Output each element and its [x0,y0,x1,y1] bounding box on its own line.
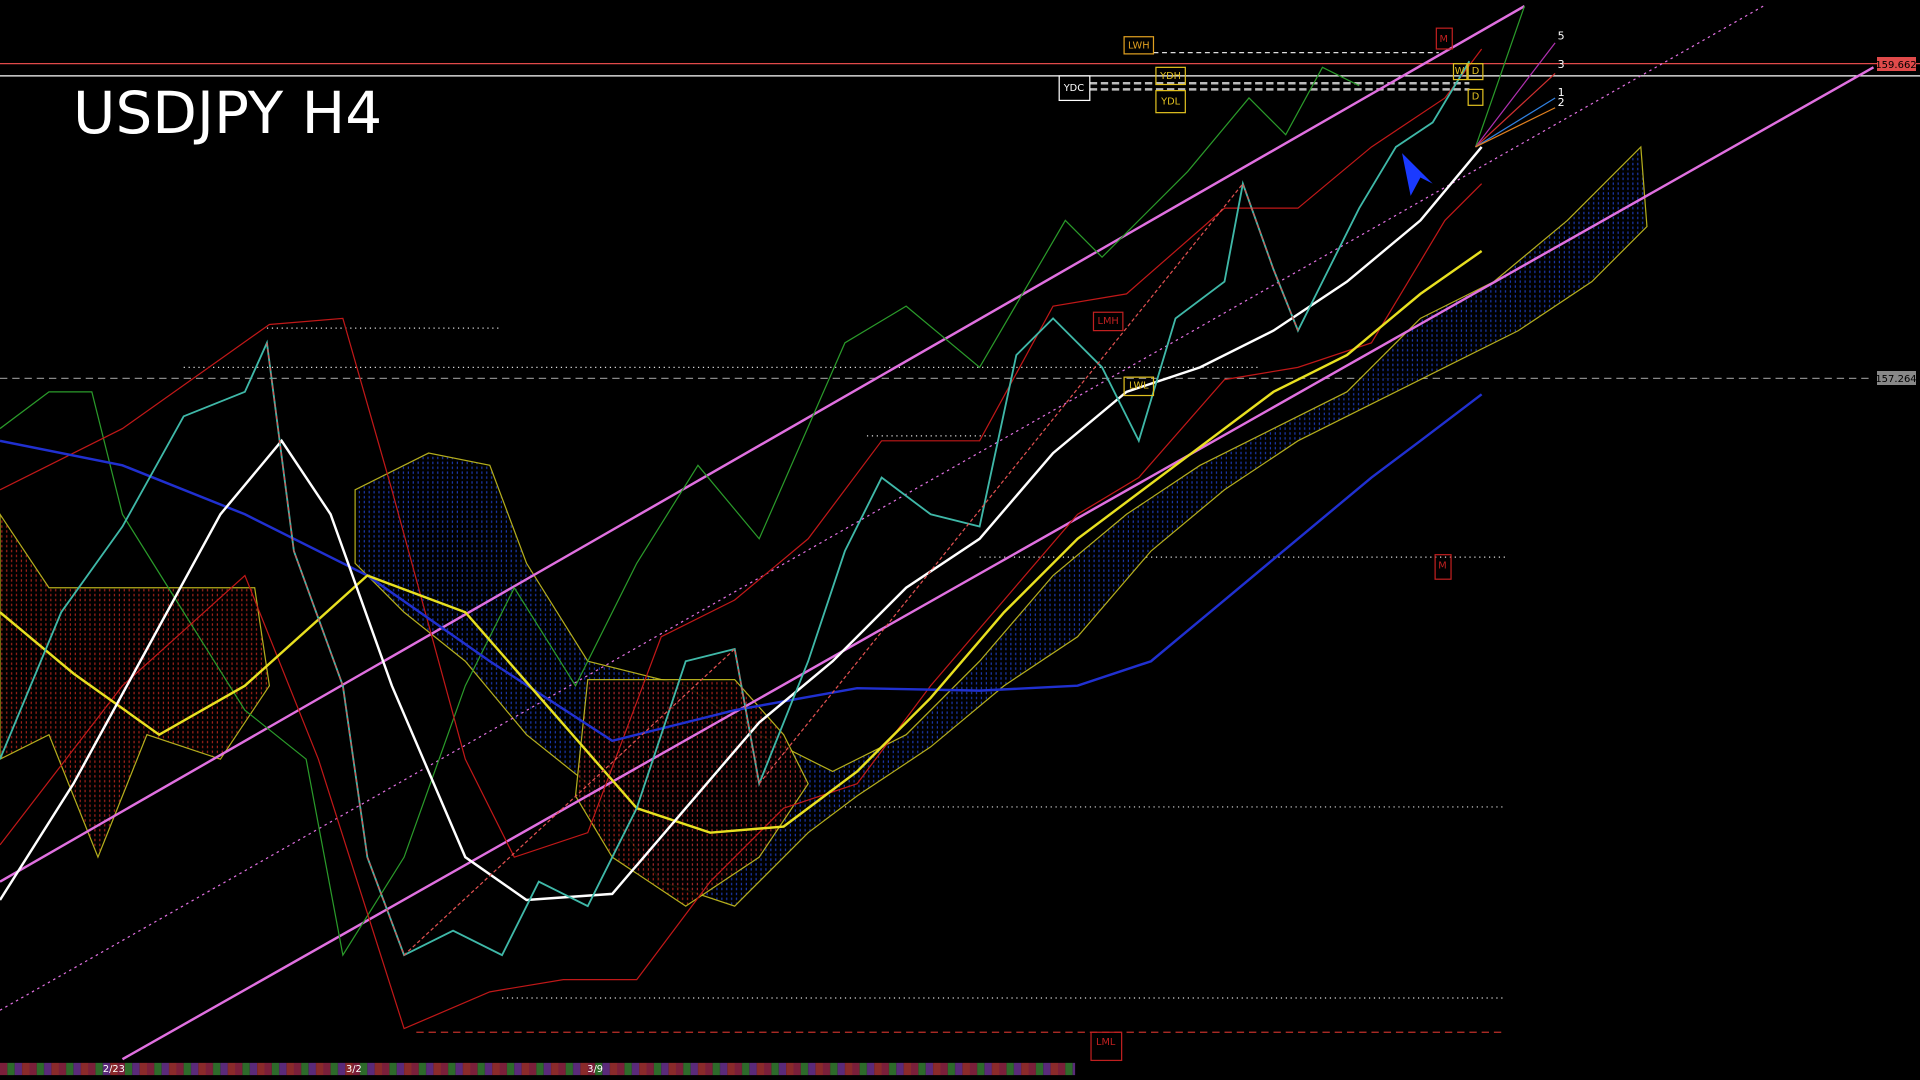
tag-box [1090,1031,1123,1062]
level-tag: LWL [1129,381,1149,392]
ichimoku-cloud [574,678,809,907]
channel-lower [121,66,1875,1061]
level-tag: W [1455,66,1465,77]
tag-box [1434,554,1452,580]
channel-middle [0,5,1764,1011]
level-tag: LML [1096,1037,1116,1048]
level-tag: D [1472,66,1480,77]
chikou-line [0,66,1360,957]
price-label-box [1877,57,1916,71]
fib-label: 3 [1558,58,1565,71]
channel-upper [0,5,1526,883]
bollinger-upper [0,48,1483,858]
date-label: 3/2 [346,1064,362,1075]
date-label: 2/23 [103,1064,125,1075]
ichimoku-cloud [0,513,271,859]
fan-line [1474,5,1526,148]
date-label: 3/9 [587,1064,603,1075]
fib-label: 5 [1558,30,1565,43]
arrow-marker [1402,153,1433,196]
tag-box [1123,36,1155,55]
moving-average-mid [0,250,1483,834]
tag-box [1092,311,1124,332]
price-path-down [266,182,1299,957]
bollinger-lower [0,183,1483,1030]
price-label: 157.264 [1875,374,1916,385]
level-tag: LMH [1098,316,1119,327]
ichimoku-cloud [354,145,1648,907]
price-label: 159.662 [1875,60,1916,71]
tag-box [1058,75,1091,102]
price-label-box [1877,371,1916,385]
moving-average-long [0,393,1483,743]
level-tag: YDL [1160,97,1181,108]
tag-box [1435,27,1453,50]
session-strip [0,1062,1076,1076]
level-tag: YDC [1063,83,1085,94]
tag-box [1155,90,1186,114]
level-tag: M [1439,34,1447,45]
level-tag: M [1438,561,1446,572]
fib-label: 2 [1558,96,1565,109]
fan-line [1475,97,1556,148]
moving-average-short [0,146,1483,902]
fib-label: 1 [1558,86,1565,99]
chart-title: USDJPY H4 [73,79,382,147]
level-tag: D [1472,92,1480,103]
plot-area: LWH YDH YDC YDL M W D D LMH LWL M LML 5 … [0,5,1920,1076]
tag-box [1155,66,1186,86]
tag-box [1467,63,1484,81]
fan-line [1475,73,1556,148]
tag-box [1452,63,1468,81]
level-tag: LWH [1128,40,1150,51]
tag-box [1123,376,1155,397]
level-tag: YDH [1159,71,1181,82]
fan-line [1475,107,1556,148]
fan-line [1475,42,1556,148]
tag-box [1467,88,1484,106]
